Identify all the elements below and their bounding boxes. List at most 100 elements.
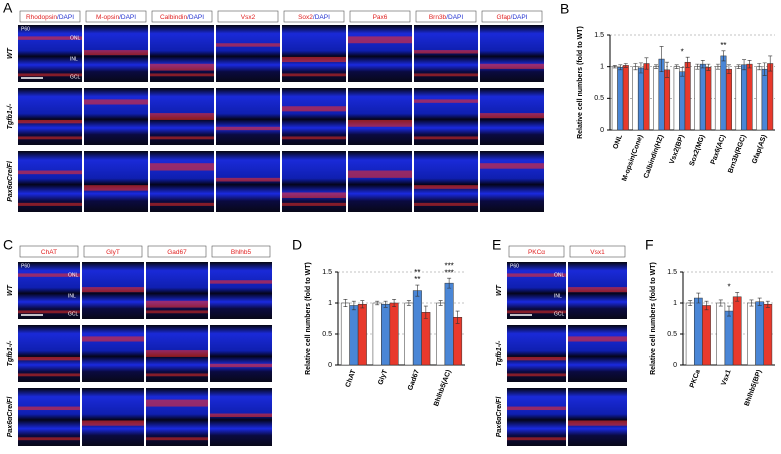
red-signal bbox=[568, 420, 627, 426]
x-tick-label: ChAT bbox=[345, 368, 358, 388]
bar bbox=[702, 305, 711, 366]
error-bar bbox=[704, 300, 709, 311]
error-bar bbox=[438, 300, 443, 306]
error-bar bbox=[455, 310, 460, 324]
bar bbox=[761, 68, 768, 131]
bar bbox=[673, 66, 680, 131]
bar bbox=[453, 317, 463, 366]
red-signal bbox=[568, 287, 627, 293]
error-bar bbox=[749, 299, 754, 307]
error-bar bbox=[360, 300, 365, 309]
significance: * bbox=[681, 47, 684, 56]
micrograph bbox=[18, 388, 80, 446]
row-label: WT bbox=[7, 284, 14, 296]
stain-red: Pax6 bbox=[373, 14, 388, 21]
red-signal bbox=[348, 119, 412, 127]
y-tick-label: 0.5 bbox=[322, 331, 332, 338]
header-label: Vsx1 bbox=[590, 249, 605, 256]
red-signal bbox=[84, 50, 148, 56]
red-signal bbox=[348, 36, 412, 44]
red-signal bbox=[18, 119, 82, 124]
x-tick-label: ONL bbox=[612, 133, 624, 150]
stain-red: M-opsin bbox=[96, 14, 120, 21]
bar bbox=[684, 61, 691, 131]
red-signal bbox=[282, 136, 346, 140]
micrograph bbox=[348, 25, 412, 82]
error-bar bbox=[736, 64, 741, 69]
significance: ** bbox=[720, 41, 726, 50]
stain-red: Gfap bbox=[496, 14, 510, 21]
error-bar bbox=[623, 63, 628, 68]
bar bbox=[741, 64, 748, 131]
red-signal bbox=[282, 73, 346, 77]
x-tick-label: Vsx2(BP) bbox=[669, 134, 686, 165]
x-tick-label: Gfap(AS) bbox=[751, 134, 768, 165]
error-bar bbox=[757, 297, 762, 306]
x-tick-label: GlyT bbox=[377, 368, 389, 386]
bar bbox=[664, 69, 671, 131]
y-axis-label: Relative cell numbers (fold to WT) bbox=[305, 262, 312, 375]
layer-note: P60 bbox=[510, 263, 519, 269]
stain-red: Vsx1 bbox=[590, 249, 605, 256]
error-bar bbox=[762, 62, 767, 76]
micrograph bbox=[84, 88, 148, 145]
red-signal bbox=[507, 356, 566, 361]
bar bbox=[699, 63, 706, 131]
bar bbox=[349, 305, 359, 366]
error-bar bbox=[695, 63, 700, 70]
micrograph bbox=[210, 262, 272, 319]
bar bbox=[372, 302, 382, 366]
header-box bbox=[19, 10, 81, 23]
bar bbox=[747, 302, 756, 366]
y-tick-label: 1.5 bbox=[667, 269, 677, 276]
significance: ** bbox=[414, 268, 420, 277]
red-signal bbox=[282, 56, 346, 63]
error-bar bbox=[343, 298, 348, 308]
stain-red: Sox2 bbox=[298, 14, 313, 21]
error-bar bbox=[351, 300, 356, 311]
micrograph bbox=[18, 151, 82, 212]
row-label: Pax6αCre/Fl bbox=[7, 160, 14, 202]
micrograph bbox=[146, 262, 208, 319]
red-signal bbox=[18, 136, 82, 140]
red-signal bbox=[150, 163, 214, 171]
error-bar bbox=[726, 64, 731, 74]
bar bbox=[746, 63, 753, 131]
header-box bbox=[211, 245, 271, 258]
red-signal bbox=[414, 99, 478, 103]
x-tick-label: Bhlhb5(BP) bbox=[744, 369, 764, 407]
micrograph bbox=[146, 388, 208, 446]
x-tick-label: Bhlhb5(AC) bbox=[433, 369, 453, 408]
header-label: M-opsin/DAPI bbox=[96, 14, 136, 21]
stain-blue: /DAPI bbox=[57, 14, 74, 21]
red-signal bbox=[18, 373, 80, 377]
micrograph bbox=[150, 25, 214, 82]
panel-letter: A bbox=[3, 0, 13, 16]
red-signal bbox=[84, 185, 148, 191]
micrograph bbox=[568, 388, 627, 446]
red-signal bbox=[414, 50, 478, 54]
red-signal bbox=[507, 373, 566, 377]
micrograph bbox=[18, 325, 80, 382]
error-bar bbox=[654, 64, 659, 69]
red-signal bbox=[150, 136, 214, 140]
red-signal bbox=[507, 310, 566, 314]
red-signal bbox=[210, 280, 272, 284]
layer-note: GCL bbox=[68, 311, 79, 317]
bar bbox=[653, 66, 660, 131]
red-signal bbox=[150, 63, 214, 71]
x-tick-label: Brn3b(RGC) bbox=[727, 134, 747, 174]
header-label: Sox2/DAPI bbox=[298, 14, 330, 21]
micrograph bbox=[82, 325, 144, 382]
header-box bbox=[85, 10, 147, 23]
stain-red: Bhlhb5 bbox=[231, 249, 252, 256]
y-tick-label: 0 bbox=[673, 362, 677, 369]
x-tick-label: Gad67 bbox=[407, 369, 421, 392]
micrograph bbox=[507, 388, 566, 446]
panel-letter: D bbox=[292, 237, 302, 253]
error-bar bbox=[375, 300, 380, 306]
x-tick-label: Calbindin(HZ) bbox=[643, 134, 665, 180]
header-box bbox=[481, 10, 543, 23]
significance: ** bbox=[414, 275, 420, 284]
micrograph bbox=[150, 151, 214, 212]
